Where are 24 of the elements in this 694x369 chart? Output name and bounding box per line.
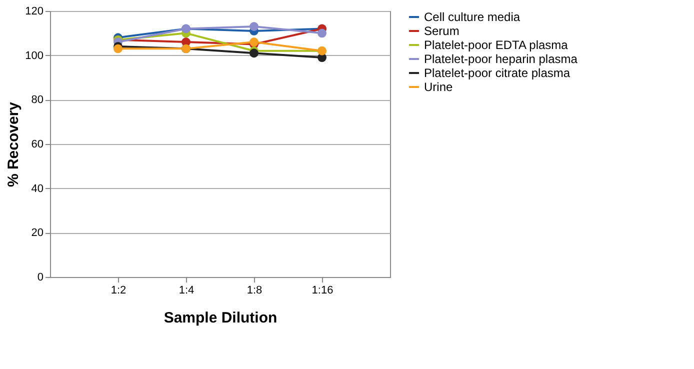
x-tick-label: 1:2 [110, 284, 126, 296]
y-tick-label: 0 [37, 272, 44, 284]
legend-label: Urine [424, 80, 453, 94]
legend-label: Cell culture media [424, 10, 520, 24]
legend-label: Platelet-poor EDTA plasma [424, 38, 568, 52]
y-tick-label: 120 [25, 6, 44, 18]
x-tick-label: 1:8 [246, 284, 262, 296]
legend-label: Serum [424, 24, 460, 38]
point [250, 38, 258, 46]
legend-label: Platelet-poor heparin plasma [424, 52, 578, 66]
legend-label: Platelet-poor citrate plasma [424, 66, 570, 80]
y-axis-title: % Recovery [5, 101, 22, 188]
y-tick-label: 100 [25, 50, 44, 62]
point [250, 48, 258, 58]
y-tick-label: 80 [31, 94, 44, 106]
y-tick-label: 20 [31, 227, 44, 240]
y-tick-label: 40 [31, 182, 44, 195]
y-tick-label: 60 [31, 138, 44, 150]
x-tick-label: 1:4 [178, 284, 194, 296]
x-tick-label: 1:16 [312, 284, 334, 296]
point [250, 22, 258, 31]
point [114, 44, 122, 54]
x-axis-title: Sample Dilution [164, 310, 278, 326]
point [318, 28, 326, 38]
